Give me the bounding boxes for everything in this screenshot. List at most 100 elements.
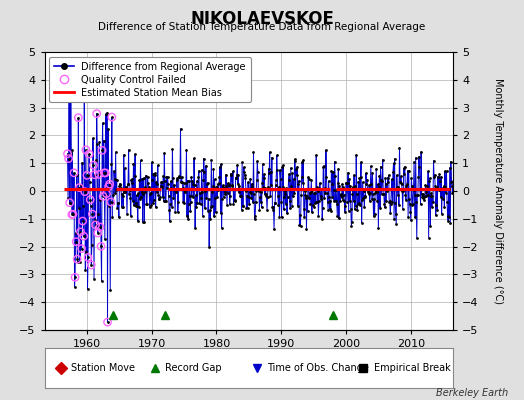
Point [213,194,222,200]
Point [302,226,311,232]
Point [385,199,394,206]
Point [282,185,291,192]
Point [446,220,454,226]
Point [243,193,251,199]
Point [321,185,329,192]
Point [302,195,310,202]
Point [149,200,157,206]
Point [230,186,238,192]
Point [296,212,304,218]
Point [68,147,77,154]
Point [259,175,268,181]
Point [176,174,184,180]
Point [375,172,384,179]
Point [84,254,92,261]
Point [107,114,116,120]
Point [342,180,351,186]
Point [150,197,158,203]
Point [165,207,173,213]
Point [341,209,349,215]
Point [424,234,433,241]
Point [237,186,245,192]
Point [67,69,75,76]
Point [378,156,387,163]
Point [335,183,344,189]
Point [134,218,142,224]
Point [291,186,300,192]
Point [73,258,82,265]
Point [335,215,343,222]
Point [324,178,333,184]
Point [158,179,166,185]
Point [254,169,262,175]
Point [113,176,121,183]
Point [120,188,128,195]
Point [183,177,192,184]
Point [344,207,353,214]
Point [105,181,114,187]
Point [361,192,369,199]
Point [444,218,452,224]
Point [66,200,74,206]
Point [299,157,308,163]
Point [71,274,79,280]
Point [163,174,172,180]
Point [222,182,231,189]
Text: Difference of Station Temperature Data from Regional Average: Difference of Station Temperature Data f… [99,22,425,32]
Point [318,216,326,222]
Point [281,188,289,194]
Point [89,135,97,141]
Point [178,179,187,186]
Point [132,200,140,206]
Point [283,194,292,200]
Point [314,213,323,219]
Point [264,184,272,190]
Point [276,176,285,182]
Point [307,177,315,183]
Point [67,69,75,76]
Point [387,201,395,207]
Point [183,213,191,219]
Point [294,178,303,184]
Point [393,184,401,190]
Point [391,200,399,206]
Point [288,170,297,176]
Point [79,218,87,224]
Point [247,194,256,201]
Point [117,184,125,191]
Point [409,201,417,207]
Point [257,204,266,210]
Point [85,151,93,157]
Point [105,181,114,187]
Point [236,193,244,200]
Point [117,204,126,210]
Point [228,182,237,189]
Point [442,168,451,175]
Point [214,187,223,193]
Point [390,156,399,162]
Point [288,203,296,209]
Point [156,183,165,189]
Point [273,167,281,174]
Point [130,202,138,209]
Point [404,214,412,220]
Point [212,184,221,191]
Point [337,194,346,200]
Point [343,180,352,187]
Point [83,172,91,178]
Point [167,184,176,191]
Point [64,195,72,201]
Point [177,179,185,186]
Point [328,181,336,188]
Point [416,186,424,192]
Point [80,233,88,239]
Point [319,205,327,211]
Point [341,203,350,209]
Y-axis label: Monthly Temperature Anomaly Difference (°C): Monthly Temperature Anomaly Difference (… [493,78,503,304]
Point [68,211,76,218]
Point [111,190,119,196]
Point [232,175,241,182]
Point [319,164,328,170]
Point [280,194,289,200]
Point [209,166,217,172]
